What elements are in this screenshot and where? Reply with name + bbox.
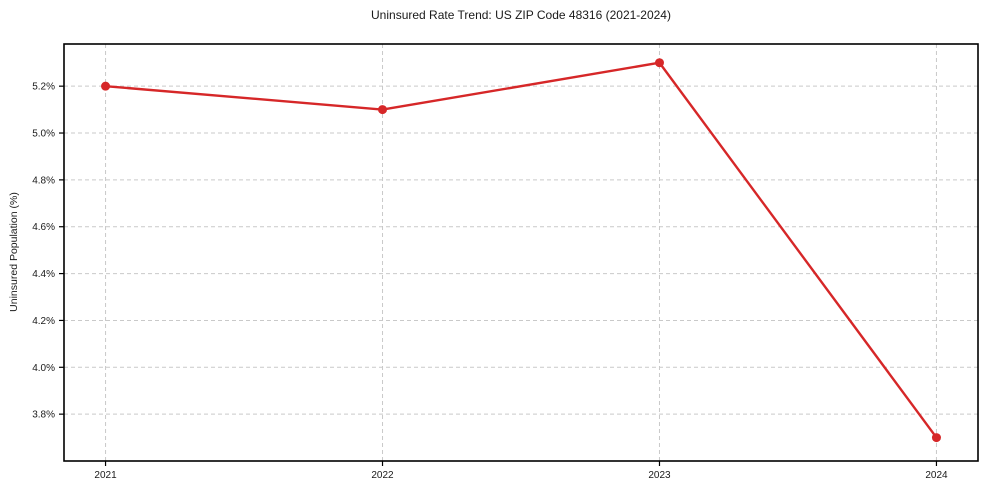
data-point-marker bbox=[931, 433, 941, 443]
y-axis-label: Uninsured Population (%) bbox=[8, 192, 20, 312]
plot-border bbox=[63, 43, 979, 462]
y-tick-label: 5.2% bbox=[32, 82, 55, 93]
chart-title: Uninsured Rate Trend: US ZIP Code 48316 … bbox=[371, 8, 671, 22]
y-tick-label: 4.2% bbox=[32, 316, 55, 327]
x-tick-label: 2021 bbox=[94, 470, 117, 481]
y-tick-label: 5.0% bbox=[32, 129, 55, 140]
y-tick-label: 3.8% bbox=[32, 410, 55, 421]
y-tick-label: 4.6% bbox=[32, 222, 55, 233]
y-tick-label: 4.0% bbox=[32, 363, 55, 374]
x-tick-label: 2024 bbox=[925, 470, 948, 481]
series-line bbox=[104, 61, 938, 439]
x-tick-label: 2022 bbox=[371, 470, 394, 481]
x-tick-label: 2023 bbox=[648, 470, 671, 481]
y-tick-label: 4.8% bbox=[32, 175, 55, 186]
y-tick-label: 4.4% bbox=[32, 269, 55, 280]
data-point-marker bbox=[654, 58, 664, 68]
data-point-marker bbox=[101, 81, 111, 91]
data-point-marker bbox=[378, 105, 388, 115]
